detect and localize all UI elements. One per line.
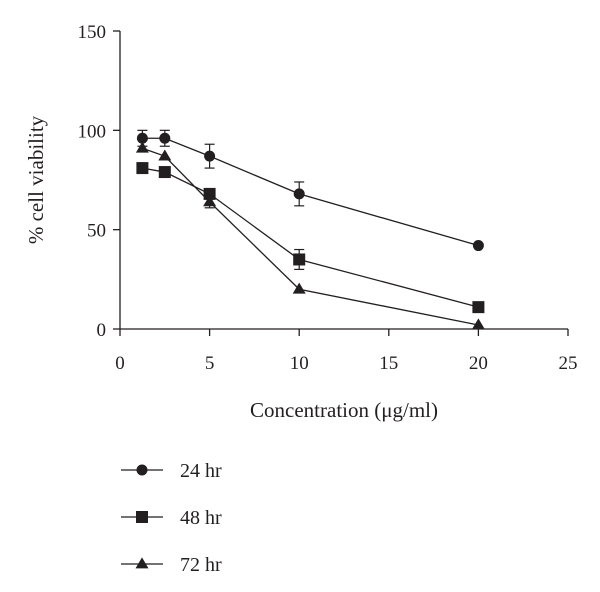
x-tick-label: 10 — [290, 353, 309, 374]
data-point — [203, 187, 216, 200]
legend-item: 24 hr — [121, 460, 222, 482]
data-point — [293, 253, 306, 266]
axes: 0 50 100 150 0 5 10 15 20 25 — [78, 22, 578, 374]
x-tick-label: 0 — [115, 353, 125, 374]
data-point — [471, 318, 485, 330]
series-72-hr — [135, 141, 485, 330]
y-axis-title: % cell viability — [24, 115, 48, 244]
data-point — [472, 240, 484, 252]
series-48-hr — [136, 162, 485, 314]
data-point — [135, 141, 149, 153]
series-line — [142, 147, 479, 326]
series-24-hr — [136, 129, 484, 252]
legend-item: 48 hr — [121, 507, 222, 529]
x-tick-label: 25 — [559, 353, 578, 374]
y-tick-label: 50 — [87, 221, 106, 242]
data-point — [158, 149, 172, 161]
legend: 24 hr 48 hr 72 hr — [121, 460, 222, 576]
data-point — [136, 132, 148, 144]
data-point — [136, 162, 149, 175]
x-axis-title: Concentration (μg/ml) — [250, 398, 438, 422]
data-point — [159, 132, 171, 144]
legend-item: 72 hr — [121, 554, 222, 576]
legend-marker — [135, 557, 149, 569]
data-point — [204, 150, 216, 162]
legend-label: 24 hr — [180, 460, 222, 482]
data-point — [203, 195, 217, 207]
data-point — [293, 188, 305, 200]
x-tick-label: 5 — [205, 353, 215, 374]
series-line — [142, 137, 479, 247]
data-point — [158, 166, 171, 179]
legend-marker — [136, 464, 148, 476]
data-point — [472, 301, 485, 314]
plot-area — [135, 129, 485, 330]
legend-label: 72 hr — [180, 554, 222, 576]
y-tick-label: 150 — [78, 22, 107, 43]
legend-marker — [136, 511, 148, 523]
y-tick-label: 0 — [97, 320, 107, 341]
y-tick-label: 100 — [78, 121, 107, 142]
x-tick-label: 20 — [469, 353, 488, 374]
series-line — [142, 167, 479, 308]
data-point — [292, 282, 306, 294]
legend-label: 48 hr — [180, 507, 222, 529]
x-tick-label: 15 — [379, 353, 398, 374]
